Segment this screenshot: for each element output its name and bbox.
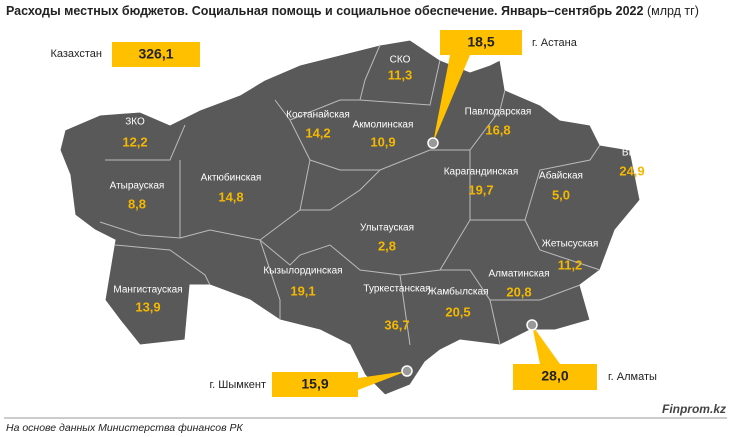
region-name: Акмолинская [353,120,414,131]
city-marker [401,365,413,377]
region-name: Павлодарская [465,107,532,118]
title-text: Расходы местных бюджетов. Социальная пом… [6,4,643,18]
region-value: 14,2 [305,125,330,140]
city-marker [427,137,439,149]
region-value: 16,8 [485,122,510,137]
callout-pointer [358,371,407,390]
region-value: 11,3 [388,67,413,82]
region-value: 20,8 [506,284,531,299]
country-box [112,42,200,67]
city-value: 18,5 [467,34,494,50]
region-value: 13,9 [135,299,160,314]
region-name: Жамбылская [428,286,489,298]
region-value: 19,7 [468,182,493,197]
city-box [440,30,522,55]
almaty-callout: 28,0 г. Алматы [513,319,657,390]
region-value: 19,1 [290,283,315,298]
city-box [513,364,597,390]
region-value: 36,7 [384,317,409,332]
country-shape [59,39,641,396]
region-name: Мангистауская [113,285,182,296]
region-name: Туркестанская [363,284,430,295]
city-marker [526,319,538,331]
region-name: СКО [390,55,411,66]
country-label: Казахстан [50,48,102,60]
map [59,39,641,396]
title: Расходы местных бюджетов. Социальная пом… [6,4,699,18]
region-name: Актюбинская [201,172,262,184]
region-value: 12,2 [122,134,147,149]
city-box [272,372,358,397]
region-name: Атырауская [110,181,165,192]
region-name: Абайская [539,170,583,182]
region-labels: ЗКО 12,2 Атырауская 8,8 Мангистауская 13,9 Акт… [110,55,645,333]
region-value: 2,8 [378,238,396,253]
callout-pointer [532,325,560,364]
astana-callout: 18,5 г. Астана [427,30,578,149]
region-value: 20,5 [445,304,470,319]
country-callout: Казахстан 326,1 [50,42,200,67]
country-value: 326,1 [138,46,173,62]
region-name: ВКО [622,148,642,159]
city-label: г. Астана [532,37,578,49]
region-value: 8,8 [128,196,146,211]
callout-pointer [433,55,470,143]
region-value: 10,9 [370,134,395,149]
region-name: Кызылординская [263,266,342,277]
city-value: 28,0 [541,368,568,384]
source: На основе данных Министерства финансов Р… [6,422,244,434]
region-name: ЗКО [125,117,145,128]
region-name: Жетысуская [542,239,599,250]
unit: (млрд тг) [647,4,699,18]
region-borders [99,44,601,346]
city-label: г. Шымкент [210,379,267,391]
region-value: 24,9 [619,163,644,178]
region-name: Костанайская [286,110,350,121]
brand: Finprom.kz [662,402,726,416]
region-value: 14,8 [218,189,243,204]
city-label: г. Алматы [608,371,657,383]
region-value: 11,2 [558,257,583,272]
region-value: 5,0 [552,187,570,202]
shymkent-callout: 15,9 г. Шымкент [210,365,413,397]
region-name: Алматинская [489,269,550,280]
city-value: 15,9 [301,376,328,392]
region-name: Карагандинская [444,167,519,178]
region-name: Улытауская [360,223,414,234]
